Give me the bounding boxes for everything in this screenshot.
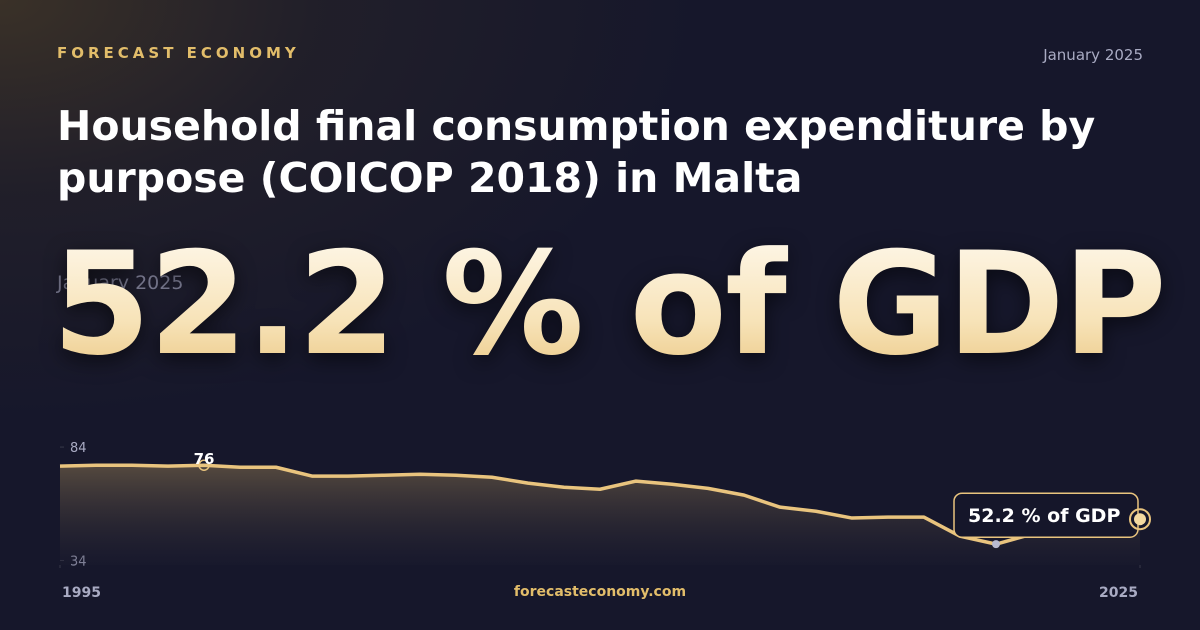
x-tick-label: 2025 xyxy=(1099,585,1138,601)
headline: 52.2 % of GDP xyxy=(52,222,1167,387)
annotation-label: 76 xyxy=(194,450,215,468)
min-point xyxy=(992,540,1000,549)
footer: forecasteconomy.com xyxy=(513,584,687,600)
x-tick-label: 1995 xyxy=(62,585,101,601)
annotation-point xyxy=(198,459,210,471)
last-point xyxy=(1134,513,1146,526)
last-point-ring xyxy=(1129,508,1151,531)
brand: FORECAST ECONOMY xyxy=(57,44,300,62)
y-tick-label: 84 xyxy=(70,441,87,456)
date-ghost: January 2025 xyxy=(57,272,183,294)
title: Household final consumption expenditure … xyxy=(57,102,1096,202)
callout-label: 52.2 % of GDP xyxy=(968,505,1120,527)
date: January 2025 xyxy=(1043,46,1143,64)
area xyxy=(60,465,1140,565)
